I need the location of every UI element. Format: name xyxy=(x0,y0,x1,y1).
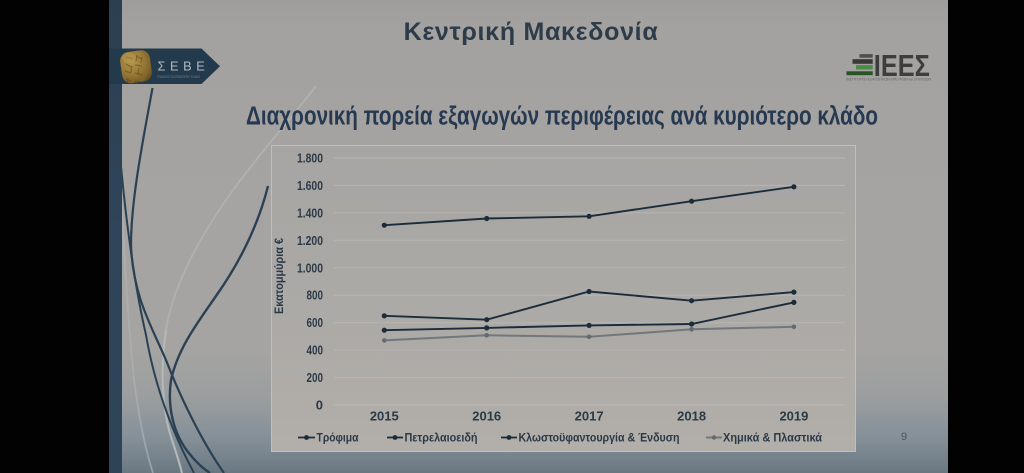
svg-text:Διαχρονική πορεία εξαγωγών περ: Διαχρονική πορεία εξαγωγών περιφέρειας α… xyxy=(246,103,878,131)
svg-text:600: 600 xyxy=(307,315,324,330)
svg-text:1.000: 1.000 xyxy=(297,260,323,275)
svg-text:1.600: 1.600 xyxy=(297,178,323,193)
svg-text:400: 400 xyxy=(307,343,324,358)
svg-text:2017: 2017 xyxy=(575,409,604,424)
svg-text:ΙΕΕΣ: ΙΕΕΣ xyxy=(874,49,930,83)
svg-text:1.800: 1.800 xyxy=(297,151,323,166)
svg-text:Εκατομμύρια €: Εκατομμύρια € xyxy=(274,237,286,314)
svg-text:Χημικά & Πλαστικά: Χημικά & Πλαστικά xyxy=(723,431,823,445)
svg-text:Τρόφιμα: Τρόφιμα xyxy=(317,431,360,445)
svg-text:200: 200 xyxy=(307,370,324,385)
svg-text:ΣΥΝΔΕΣΜΟΣ ΕΞΑΓΩΓΕΩΝ ΒΟΡΕΙΟΥ ΕΛ: ΣΥΝΔΕΣΜΟΣ ΕΞΑΓΩΓΕΩΝ ΒΟΡΕΙΟΥ ΕΛΛΑΔΟΣ xyxy=(157,75,200,79)
svg-text:Κλωστοϋφαντουργία & Ένδυση: Κλωστοϋφαντουργία & Ένδυση xyxy=(519,431,680,445)
svg-text:800: 800 xyxy=(307,288,324,303)
svg-text:2019: 2019 xyxy=(779,409,808,424)
svg-text:2018: 2018 xyxy=(677,409,706,424)
svg-text:1.400: 1.400 xyxy=(297,205,323,220)
svg-text:1.200: 1.200 xyxy=(297,233,323,248)
svg-text:Πετρελαιοειδή: Πετρελαιοειδή xyxy=(405,431,478,445)
svg-text:2015: 2015 xyxy=(370,409,399,424)
svg-text:2016: 2016 xyxy=(472,409,501,424)
svg-text:0: 0 xyxy=(316,398,323,413)
svg-text:ΣΕΒΕ: ΣΕΒΕ xyxy=(158,59,210,74)
svg-text:ΙΝΣΤΙΤΟΥΤΟ ΕΞΑΓΩΓΙΚΩΝ ΕΡΕΥΝΩΝ: ΙΝΣΤΙΤΟΥΤΟ ΕΞΑΓΩΓΙΚΩΝ ΕΡΕΥΝΩΝ και ΣΠΟΥΔΩ… xyxy=(846,77,932,81)
